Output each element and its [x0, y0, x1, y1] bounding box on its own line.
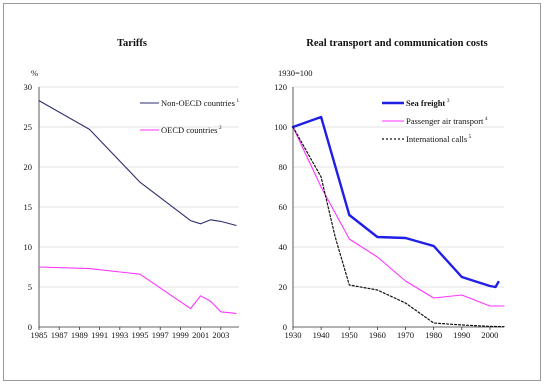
x-tick-label: 1930: [285, 330, 302, 340]
y-tick-label: 10: [24, 242, 33, 252]
x-tick-label: 1980: [425, 330, 442, 340]
series-line-sea-freight: [291, 115, 500, 289]
legend-footnote-marker: 1: [236, 98, 239, 104]
x-tick-label: 1960: [369, 330, 386, 340]
legend-label: Sea freight: [406, 98, 445, 108]
x-tick-label: 1950: [341, 330, 358, 340]
series-line-international-calls: [292, 126, 505, 328]
x-tick-label: 1970: [397, 330, 414, 340]
x-tick-label: 1991: [91, 330, 108, 340]
y-tick-label: 0: [283, 322, 287, 332]
y-tick-label: 25: [24, 122, 33, 132]
figure-frame: [3, 3, 541, 381]
legend-footnote-marker: 5: [469, 134, 472, 140]
chart-title-transport-costs: Real transport and communication costs: [306, 38, 487, 49]
legend-label: Non-OECD countries: [161, 98, 235, 108]
legend-label: OECD countries: [161, 125, 217, 135]
x-tick-label: 1985: [31, 330, 48, 340]
x-tick-label: 1990: [453, 330, 470, 340]
legend-footnote-marker: 4: [485, 116, 488, 122]
y-tick-label: 120: [274, 82, 287, 92]
series-line-non-oecd-countries: [38, 100, 237, 226]
x-tick-label: 1993: [111, 330, 128, 340]
y-tick-label: 30: [24, 82, 33, 92]
tariffs-chart: 0 5 10 15 20 25 30 1985 1987 1989 1991 1993 1995 1997…: [24, 82, 240, 340]
legend-label: Passenger air transport: [406, 116, 484, 126]
x-tick-label: 1999: [172, 330, 189, 340]
y-tick-label: 0: [28, 322, 32, 332]
y-tick-label: 20: [24, 162, 33, 172]
y-tick-label: 80: [279, 162, 288, 172]
transport-costs-chart: 0 20 40 60 80 100 120 1930 1940 1950 1960 1970 1980 1…: [274, 82, 505, 340]
x-tick-label: 1997: [152, 330, 169, 340]
x-tick-label: 1940: [313, 330, 330, 340]
series-line-oecd-countries: [38, 266, 237, 314]
y-unit-label-tariffs: %: [31, 68, 38, 78]
x-tick-label: 1995: [132, 330, 149, 340]
legend-footnote-marker: 2: [219, 125, 222, 131]
y-unit-label-transport: 1930=100: [278, 68, 313, 78]
y-tick-label: 100: [274, 122, 287, 132]
y-tick-label: 15: [24, 202, 33, 212]
legend-footnote-marker: 3: [447, 98, 450, 104]
legend-label: International calls: [406, 134, 467, 144]
x-tick-label: 2000: [481, 330, 498, 340]
x-tick-label: 1987: [51, 330, 68, 340]
x-tick-label: 1989: [71, 330, 88, 340]
chart-title-tariffs: Tariffs: [117, 38, 147, 49]
x-tick-label: 2001: [192, 330, 209, 340]
series-line-passenger-air-transport: [292, 126, 505, 307]
y-tick-label: 60: [279, 202, 288, 212]
y-tick-label: 5: [28, 282, 32, 292]
y-tick-label: 20: [279, 282, 288, 292]
y-tick-label: 40: [279, 242, 288, 252]
x-tick-label: 2003: [212, 330, 229, 340]
